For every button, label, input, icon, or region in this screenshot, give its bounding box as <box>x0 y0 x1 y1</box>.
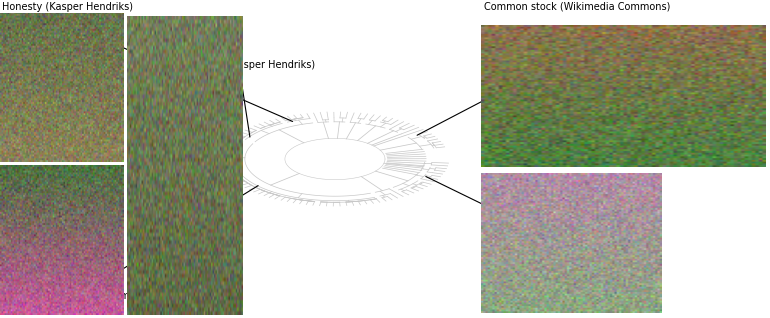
Text: Honesty (Kasper Hendriks): Honesty (Kasper Hendriks) <box>2 2 132 11</box>
Text: Thale cress (Kasper Hendriks): Thale cress (Kasper Hendriks) <box>169 60 316 70</box>
Text: Wasabi (Wikimedia Commons): Wasabi (Wikimedia Commons) <box>2 291 150 301</box>
Text: Common stock (Wikimedia Commons): Common stock (Wikimedia Commons) <box>484 2 670 11</box>
Text: Wild cabbage and several common
cultivars (Wikimedia Commons): Wild cabbage and several common cultivar… <box>484 291 655 313</box>
